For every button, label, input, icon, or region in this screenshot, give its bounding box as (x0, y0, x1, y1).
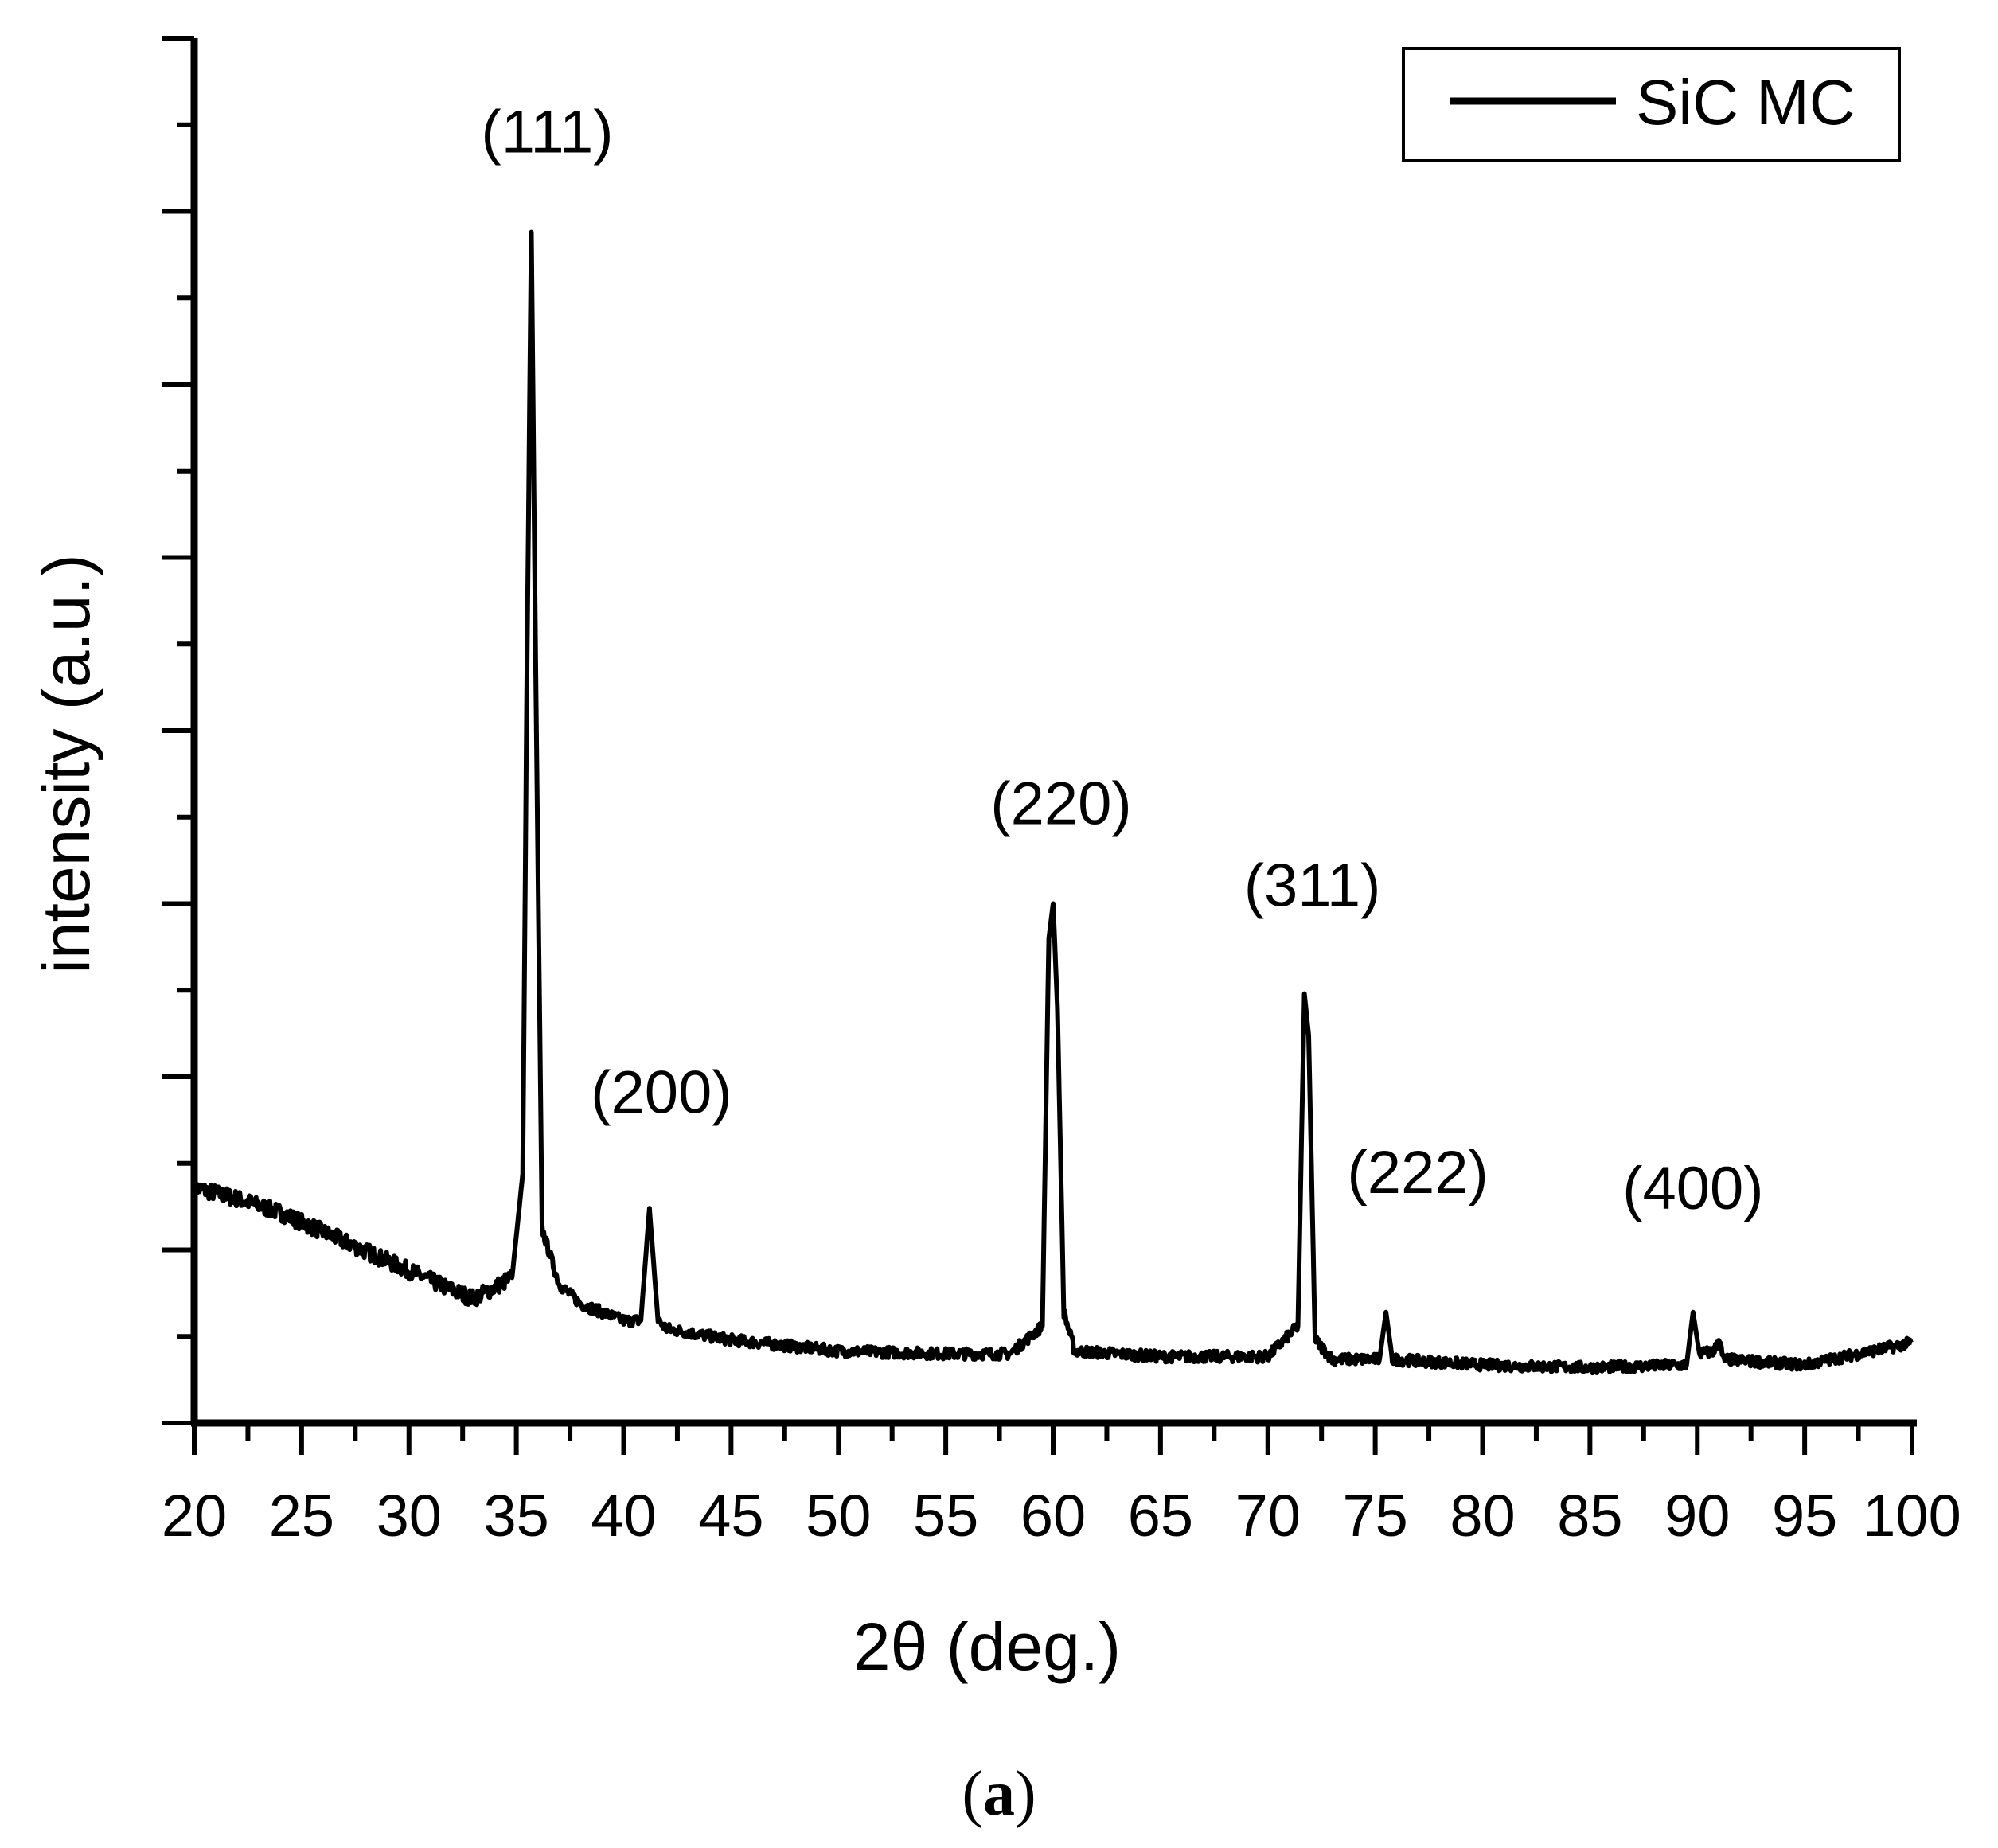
caption-close: ) (1015, 1759, 1036, 1829)
legend: SiC MC (1402, 47, 1901, 162)
x-tick-label: 85 (1557, 1483, 1622, 1549)
y-axis-title: intensity (a.u.) (29, 554, 103, 974)
x-tick-label: 20 (162, 1483, 227, 1549)
x-tick-label: 50 (806, 1483, 871, 1549)
peak-label: (400) (1622, 1155, 1763, 1222)
x-tick-label: 65 (1128, 1483, 1193, 1549)
legend-label: SiC MC (1636, 67, 1856, 138)
x-axis-tick-labels: 20 25 30 35 40 45 50 55 60 65 70 75 80 85 90 95 100 (162, 1483, 1961, 1549)
figure-caption: (a) (962, 1759, 1036, 1829)
x-tick-label: 40 (591, 1483, 656, 1549)
x-tick-label: 60 (1020, 1483, 1086, 1549)
x-tick-label: 55 (913, 1483, 978, 1549)
caption-letter: a (983, 1759, 1015, 1829)
x-tick-label: 45 (698, 1483, 763, 1549)
x-tick-label: 90 (1664, 1483, 1730, 1549)
x-tick-label: 95 (1772, 1483, 1837, 1549)
x-tick-label: 25 (269, 1483, 334, 1549)
peak-label: (111) (481, 99, 613, 166)
x-tick-label: 70 (1235, 1483, 1301, 1549)
y-axis-ticks (162, 36, 194, 1425)
peak-label: (220) (990, 770, 1131, 838)
x-axis-title: 2θ (deg.) (853, 1609, 1121, 1684)
x-tick-label: 80 (1450, 1483, 1515, 1549)
peak-label: (311) (1244, 852, 1381, 920)
x-axis-ticks (192, 1423, 1914, 1455)
peak-annotations: (111) (200) (220) (311) (222) (400) (481, 99, 1763, 1222)
x-tick-label: 100 (1863, 1483, 1961, 1549)
caption-open: ( (962, 1759, 983, 1829)
x-tick-label: 35 (483, 1483, 548, 1549)
x-tick-label: 30 (377, 1483, 442, 1549)
series-line-sic-mc (192, 229, 1914, 1376)
peak-label: (200) (591, 1059, 732, 1126)
x-tick-label: 75 (1342, 1483, 1407, 1549)
peak-label: (222) (1347, 1139, 1488, 1207)
